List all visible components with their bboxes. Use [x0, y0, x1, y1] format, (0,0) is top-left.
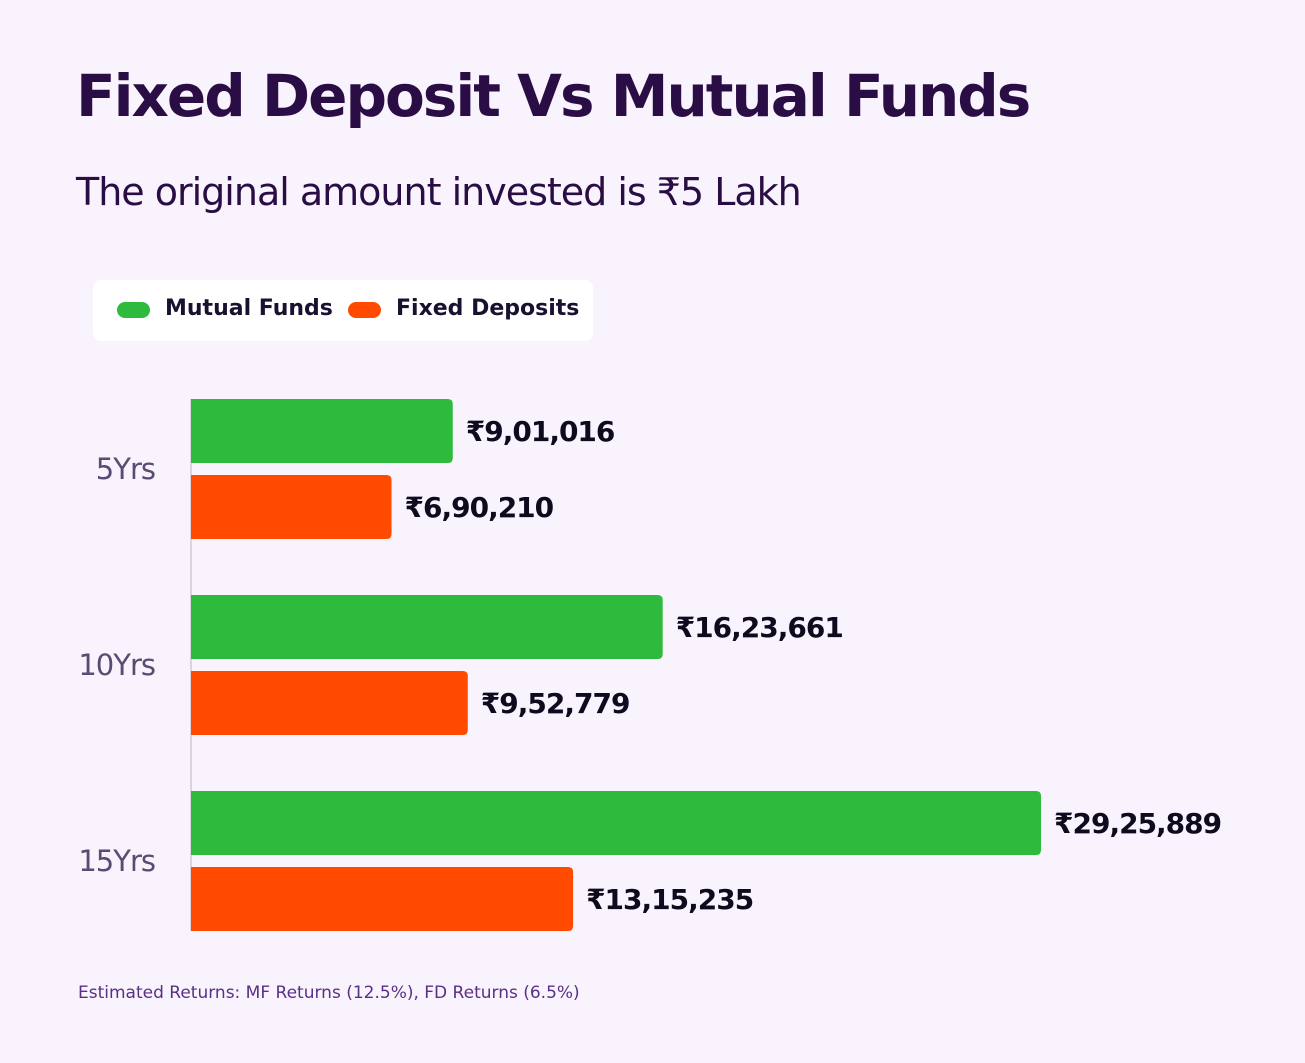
chart-title: Fixed Deposit Vs Mutual Funds	[76, 62, 1031, 130]
value-label-fixed-deposits-10yrs: ₹9,52,779	[481, 687, 630, 720]
legend-swatch-fixed-deposits	[348, 302, 381, 318]
category-label-10yrs: 10Yrs	[78, 648, 155, 682]
bar-mutual-funds-15yrs	[191, 791, 1041, 855]
value-label-mutual-funds-5yrs: ₹9,01,016	[466, 415, 615, 448]
legend: Mutual Funds Fixed Deposits	[93, 280, 593, 341]
footnote: Estimated Returns: MF Returns (12.5%), F…	[78, 983, 580, 1003]
bar-mutual-funds-5yrs	[191, 399, 453, 463]
value-label-fixed-deposits-5yrs: ₹6,90,210	[405, 491, 554, 524]
legend-label-fixed-deposits: Fixed Deposits	[396, 296, 580, 321]
bar-fixed-deposits-15yrs	[191, 867, 574, 931]
bar-mutual-funds-10yrs	[191, 595, 663, 659]
legend-swatch-mutual-funds	[117, 302, 150, 318]
bar-fixed-deposits-10yrs	[191, 671, 468, 735]
value-label-mutual-funds-15yrs: ₹29,25,889	[1054, 807, 1221, 840]
legend-label-mutual-funds: Mutual Funds	[165, 296, 333, 321]
value-label-mutual-funds-10yrs: ₹16,23,661	[676, 611, 843, 644]
category-label-5yrs: 5Yrs	[96, 452, 155, 486]
chart-subtitle: The original amount invested is ₹5 Lakh	[76, 170, 802, 214]
category-label-15yrs: 15Yrs	[78, 844, 155, 878]
value-label-fixed-deposits-15yrs: ₹13,15,235	[586, 883, 753, 916]
bar-fixed-deposits-5yrs	[191, 475, 392, 539]
